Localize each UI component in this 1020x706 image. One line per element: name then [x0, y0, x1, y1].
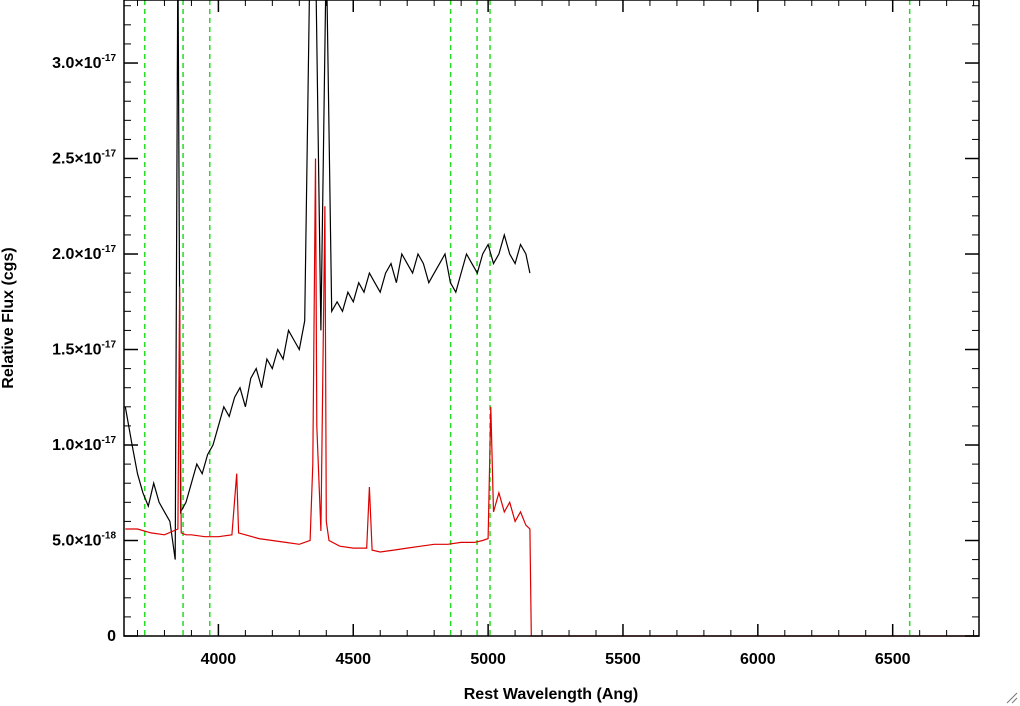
x-axis-title: Rest Wavelength (Ang)	[464, 686, 639, 703]
series-layer	[124, 0, 979, 637]
series-line	[124, 0, 531, 560]
y-tick-label: 2.5×10-17	[52, 149, 116, 168]
x-tick-label: 6000	[740, 651, 776, 668]
reference-lines	[144, 0, 911, 636]
y-tick-label: 1.5×10-17	[52, 340, 116, 359]
x-tick-label: 5500	[605, 651, 641, 668]
resize-grip-icon[interactable]	[1004, 690, 1018, 704]
x-tick-label: 4000	[201, 651, 237, 668]
x-tick-label: 4500	[335, 651, 371, 668]
y-tick-label: 5.0×10-18	[52, 531, 116, 550]
axis-ticks	[124, 0, 979, 637]
plot-frame	[123, 0, 980, 637]
x-tick-label: 6500	[875, 651, 911, 668]
y-tick-labels: 0 5.0×10-18 1.0×10-17 1.5×10-17 2.0×10-17 2.5…	[52, 53, 116, 645]
y-tick-label: 0	[107, 628, 116, 645]
y-tick-label: 3.0×10-17	[52, 53, 116, 72]
series-line	[125, 158, 979, 637]
y-tick-label: 1.0×10-17	[52, 435, 116, 454]
x-tick-label: 5000	[470, 651, 506, 668]
x-tick-labels: 4000 4500 5000 5500 6000 6500	[201, 651, 911, 668]
y-axis-title: Relative Flux (cgs)	[0, 247, 17, 388]
y-tick-label: 2.0×10-17	[52, 244, 116, 263]
